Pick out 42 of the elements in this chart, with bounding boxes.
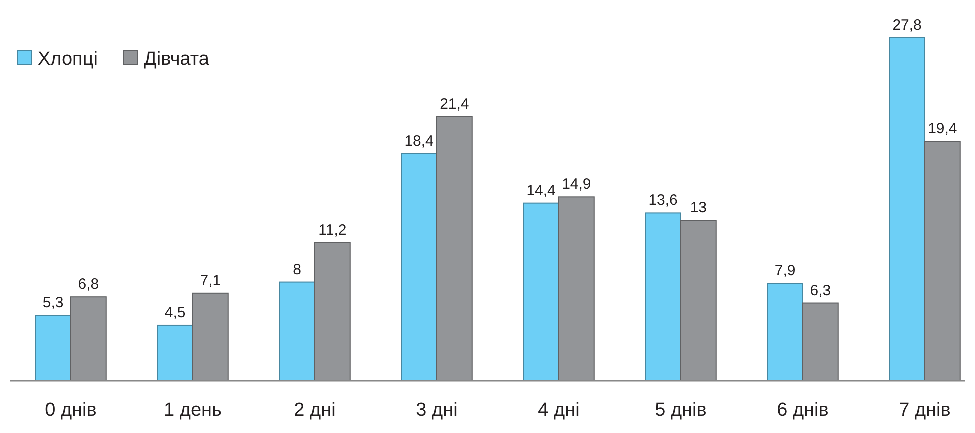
data-label: 6,3 — [810, 282, 832, 300]
bar — [192, 292, 229, 382]
data-label: 8 — [293, 261, 302, 278]
bar — [314, 242, 351, 382]
x-tick-label: 0 днів — [45, 400, 97, 421]
data-label: 14,4 — [526, 182, 556, 200]
bar — [436, 116, 473, 382]
data-label: 14,9 — [562, 176, 592, 194]
bar — [157, 324, 194, 382]
data-label: 7,1 — [200, 272, 222, 290]
data-label: 18,4 — [404, 132, 434, 150]
bar — [558, 196, 595, 382]
x-tick-label: 6 днів — [777, 400, 829, 421]
data-label: 6,8 — [78, 276, 100, 294]
bar — [645, 212, 682, 382]
data-label: 21,4 — [440, 96, 470, 113]
data-label: 13,6 — [648, 192, 678, 210]
bar — [70, 296, 107, 382]
x-tick-label: 1 день — [164, 400, 222, 421]
x-tick-label: 5 днів — [655, 400, 707, 421]
data-label: 13 — [690, 200, 708, 217]
bar — [401, 153, 438, 382]
data-label: 11,2 — [318, 222, 347, 239]
bar — [767, 283, 804, 382]
bar — [523, 202, 560, 382]
data-label: 4,5 — [164, 304, 186, 322]
data-label: 19,4 — [928, 120, 958, 138]
bar — [802, 302, 839, 382]
data-label: 5,3 — [42, 294, 64, 312]
x-tick-label: 3 дні — [416, 400, 458, 421]
legend-label: Хлопці — [38, 49, 98, 70]
bar — [924, 141, 961, 382]
bar — [279, 282, 316, 382]
bar — [35, 315, 72, 382]
x-tick-label: 2 дні — [294, 400, 336, 421]
x-tick-label: 7 днів — [899, 400, 951, 421]
bar — [680, 220, 717, 382]
data-label: 27,8 — [892, 17, 922, 34]
legend-label: Дівчата — [144, 49, 210, 70]
x-tick-label: 4 дні — [538, 400, 580, 421]
bar — [889, 38, 926, 382]
data-label: 7,9 — [774, 262, 796, 280]
